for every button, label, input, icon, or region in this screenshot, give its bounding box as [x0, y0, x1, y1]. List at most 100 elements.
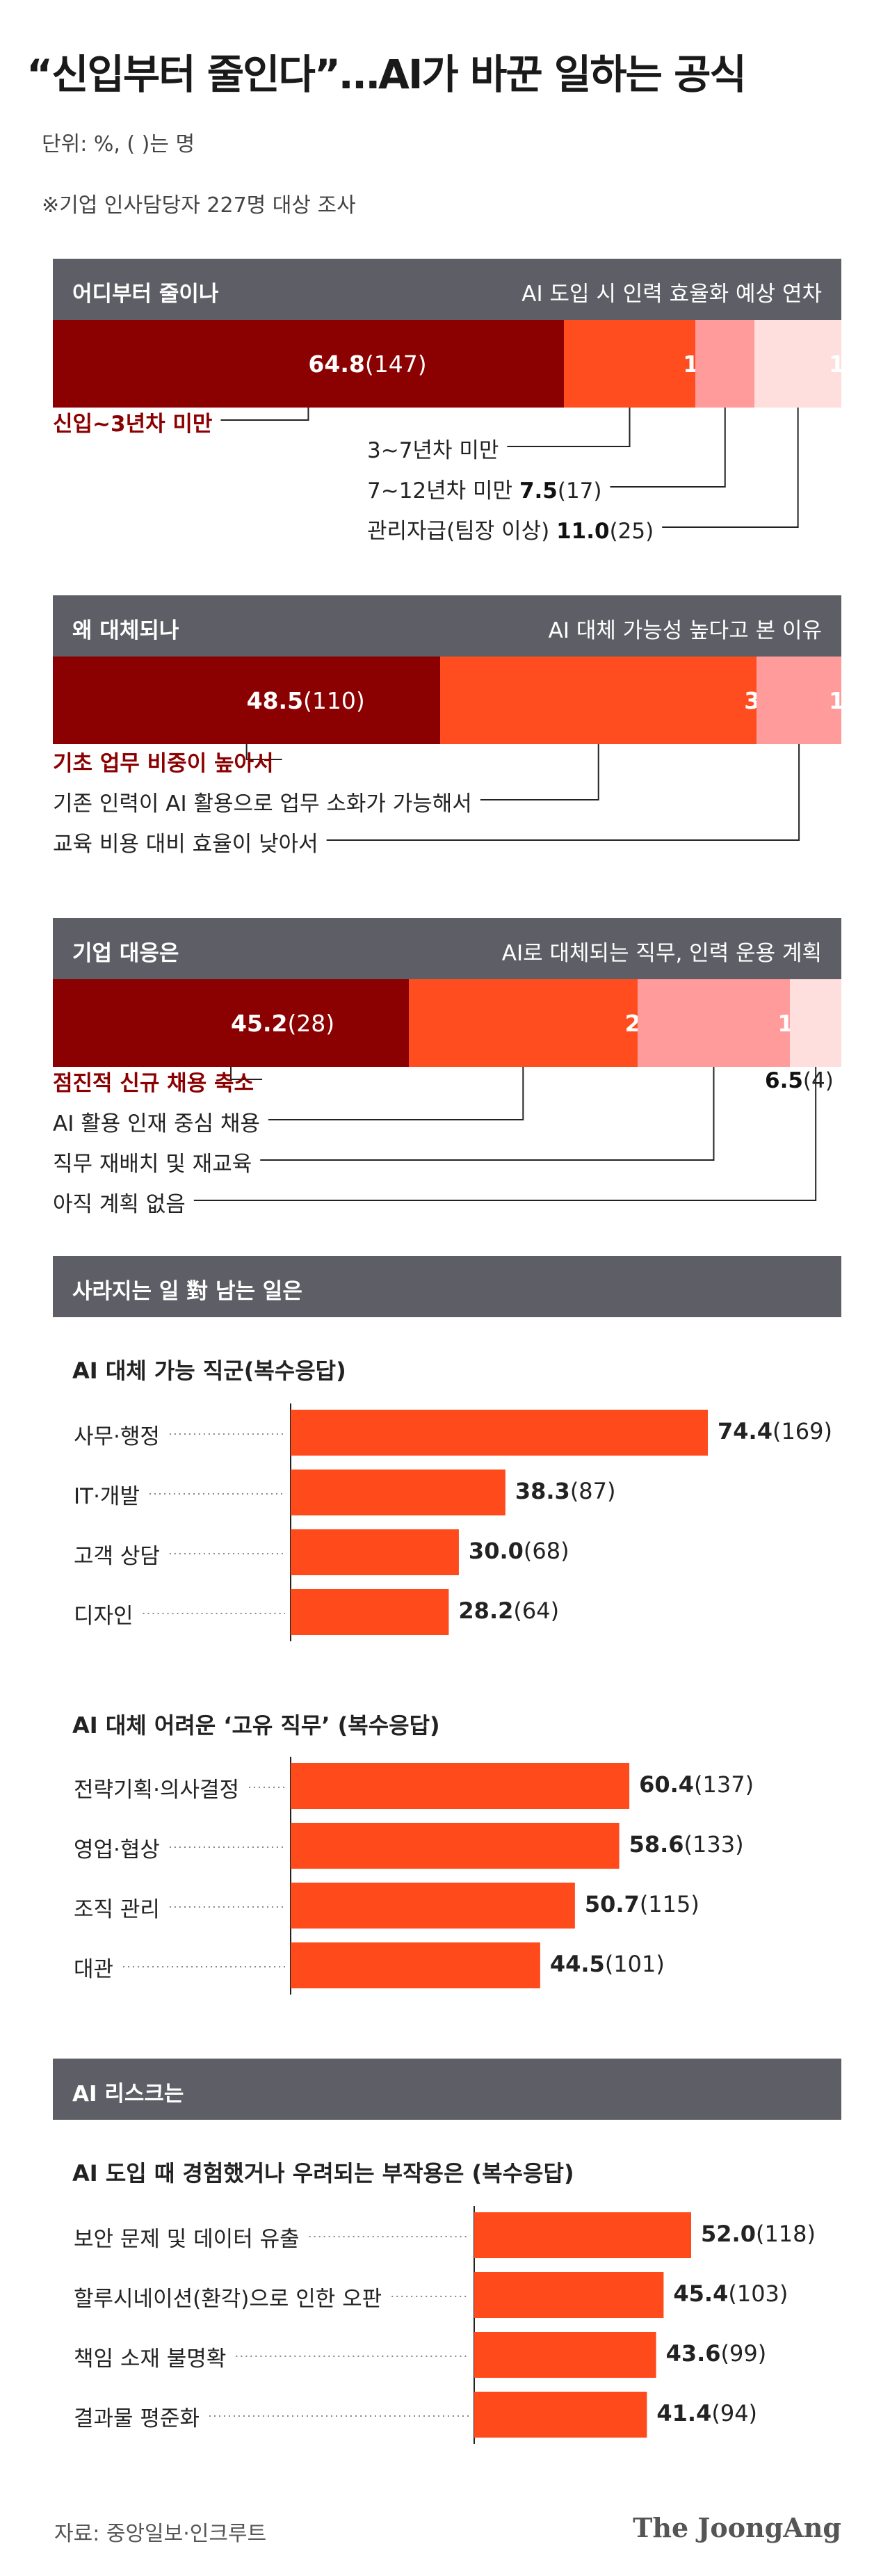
category-label: 책임 소재 불명확 — [74, 2346, 227, 2372]
bar — [474, 2272, 664, 2318]
category-label: 7~12년차 미만 7.5(17) — [367, 478, 602, 504]
category-label: 기초 업무 비중이 높아서 — [53, 751, 274, 776]
bar-segment — [53, 320, 564, 408]
value-label: 6.5 — [765, 1068, 803, 1093]
category-label: AI 활용 인재 중심 채용 — [53, 1111, 260, 1136]
callout-line — [507, 408, 631, 447]
value-label: 41.4(94) — [656, 2400, 757, 2426]
category-label: IT·개발 — [74, 1484, 140, 1509]
count-label: (24) — [885, 687, 890, 714]
value-label: 44.5 — [549, 1951, 605, 1977]
bar — [474, 2212, 691, 2258]
chart-header-3: 기업 대응은 AI로 대체되는 직무, 인력 운용 계획 — [53, 918, 841, 979]
bar-segment — [440, 657, 757, 744]
bar-segment — [53, 657, 441, 744]
section-header: AI 리스크는 — [53, 2059, 841, 2120]
category-label: 아직 계획 없음 — [53, 1192, 186, 1217]
count-label: (68) — [523, 1538, 569, 1564]
bar — [291, 1410, 708, 1456]
value-label: 45.4 — [673, 2280, 729, 2307]
value-label: 52.0(118) — [701, 2221, 816, 2247]
section-title: AI 리스크는 — [72, 2082, 184, 2107]
category-label: 대관 — [74, 1957, 114, 1982]
callout-line — [610, 408, 726, 488]
bar — [291, 1529, 459, 1575]
stacked-bar-3: 45.2(28)29.0(18)19.4(12) — [53, 979, 882, 1067]
category-label: 사무·행정 — [74, 1424, 160, 1449]
source-note: 자료: 중앙일보·인크루트 — [54, 2522, 267, 2546]
bar-segment — [695, 320, 755, 408]
count-label: (94) — [711, 2400, 758, 2426]
count-label: (115) — [639, 1891, 699, 1917]
category-label: 디자인 — [74, 1604, 134, 1629]
bar — [474, 2332, 656, 2378]
value-label: 74.4(169) — [718, 1418, 832, 1444]
bar-segment — [637, 979, 791, 1067]
callout-line — [260, 1067, 715, 1161]
survey-note: ※기업 인사담당자 227명 대상 조사 — [42, 193, 356, 218]
count-label: (118) — [755, 2221, 816, 2247]
category-label: 직무 재배치 및 재교육 — [53, 1152, 252, 1177]
stacked-bar-2: 48.5(110)39.6(90)10.6(24) — [53, 657, 890, 744]
count-label: (103) — [728, 2280, 788, 2307]
bar — [291, 1883, 575, 1929]
value-label: 11.0 — [829, 351, 886, 378]
value-label: 45.2 — [231, 1010, 288, 1037]
value-label: 11.0 — [556, 519, 610, 544]
value-label: 60.4(137) — [639, 1771, 754, 1798]
chart-subtitle: AI 도입 시 인력 효율화 예상 연차 — [521, 282, 822, 307]
value-label: 41.4 — [656, 2400, 712, 2426]
bar-segment — [756, 657, 841, 744]
bar-segment — [409, 979, 638, 1067]
value-label: 64.8 — [308, 351, 365, 378]
count-label: (4) — [802, 1068, 834, 1093]
count-label: (101) — [604, 1951, 665, 1977]
count-label: (12) — [834, 1010, 882, 1037]
segment-value-label: 48.5(110) — [247, 687, 365, 714]
value-label: 50.7(115) — [585, 1891, 699, 1917]
segment-value-label: 6.5(4) — [765, 1068, 834, 1093]
callout-line — [662, 408, 799, 528]
chart-title: 기업 대응은 — [72, 941, 179, 966]
section-header: 사라지는 일 對 남는 일은 — [53, 1256, 841, 1317]
chart-title: 왜 대체되나 — [72, 618, 179, 643]
chart-title: 어디부터 줄이나 — [72, 282, 219, 307]
category-label: 점진적 신규 채용 축소 — [53, 1071, 254, 1096]
category-label: 조직 관리 — [74, 1897, 160, 1922]
value-label: 60.4 — [639, 1771, 695, 1798]
value-label: 45.4(103) — [673, 2280, 788, 2307]
count-label: (110) — [303, 687, 365, 714]
value-label: 7.5 — [519, 478, 558, 504]
category-label: 결과물 평준화 — [74, 2406, 200, 2431]
count-label: (137) — [694, 1771, 754, 1798]
bar-segment — [790, 979, 841, 1067]
count-label: (64) — [513, 1597, 560, 1624]
section-title: 사라지는 일 對 남는 일은 — [72, 1279, 302, 1304]
count-label: (25) — [609, 519, 654, 544]
value-label: 28.2(64) — [458, 1597, 559, 1624]
category-label: 교육 비용 대비 효율이 낮아서 — [53, 832, 318, 857]
chart-header-2: 왜 대체되나 AI 대체 가능성 높다고 본 이유 — [53, 595, 841, 657]
chart-title: AI 대체 가능 직군(복수응답) — [72, 1358, 346, 1384]
category-label: 기존 인력이 AI 활용으로 업무 소화가 가능해서 — [53, 791, 472, 816]
value-label: 48.5 — [246, 687, 304, 714]
category-label: 신입~3년차 미만 — [53, 412, 213, 437]
category-label: 보안 문제 및 데이터 유출 — [74, 2227, 300, 2252]
value-label: 30.0 — [468, 1538, 524, 1564]
page-title: “신입부터 줄인다”…AI가 바꾼 일하는 공식 — [26, 51, 747, 98]
value-label: 58.6(133) — [629, 1831, 744, 1858]
value-label: 30.0(68) — [469, 1538, 569, 1564]
value-label: 50.7 — [584, 1891, 640, 1917]
unit-note: 단위: %, ( )는 명 — [42, 132, 195, 156]
category-label: 영업·협상 — [74, 1837, 160, 1862]
value-label: 43.6(99) — [666, 2340, 767, 2367]
segment-value-label: 10.6(24) — [829, 687, 890, 714]
bar-segment — [53, 979, 410, 1067]
bar-segment — [754, 320, 841, 408]
category-label: 3~7년차 미만 — [367, 438, 499, 463]
bar-segment — [563, 320, 696, 408]
chart-header-1: 어디부터 줄이나 AI 도입 시 인력 효율화 예상 연차 — [53, 259, 841, 320]
value-label: 28.2 — [458, 1597, 514, 1624]
bar — [474, 2392, 647, 2438]
brand-logo: The JoongAng — [633, 2512, 841, 2543]
